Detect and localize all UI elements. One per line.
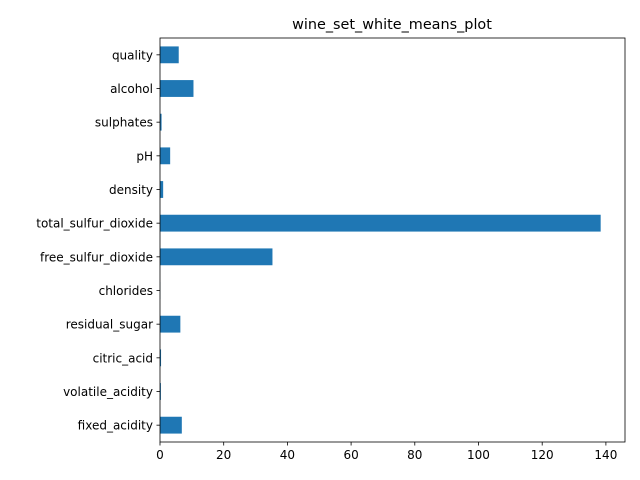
- y-axis-ticks: fixed_acidity volatile_acidity citric_acid…: [36, 48, 160, 433]
- bar-free_sulfur_dioxide: [160, 248, 273, 266]
- y-tick-label: alcohol: [110, 82, 153, 96]
- x-tick-label: 0: [156, 448, 164, 462]
- bars: [160, 46, 601, 434]
- bar-citric_acid: [160, 349, 162, 367]
- bar-fixed_acidity: [160, 416, 182, 434]
- bar-quality: [160, 46, 179, 64]
- y-tick-label: sulphates: [95, 116, 153, 130]
- x-tick-label: 140: [594, 448, 617, 462]
- x-tick-label: 120: [531, 448, 554, 462]
- x-tick-label: 40: [280, 448, 295, 462]
- y-tick-label: volatile_acidity: [63, 385, 153, 399]
- x-tick-label: 60: [343, 448, 358, 462]
- y-tick-label: citric_acid: [93, 351, 153, 365]
- bar-sulphates: [160, 113, 162, 131]
- y-tick-label: pH: [136, 149, 153, 163]
- bar-volatile_acidity: [160, 383, 161, 400]
- x-tick-label: 20: [216, 448, 231, 462]
- bar-alcohol: [160, 80, 194, 97]
- bar-density: [160, 181, 164, 198]
- bar-pH: [160, 147, 171, 165]
- plot-border: [159, 37, 626, 443]
- x-tick-label: 80: [407, 448, 422, 462]
- y-tick-label: fixed_acidity: [78, 419, 153, 433]
- y-tick-label: chlorides: [99, 284, 153, 298]
- y-tick-label: density: [109, 183, 153, 197]
- x-axis-ticks: 0 20 40 60 80 100 120 140: [156, 442, 617, 462]
- bar-residual_sugar: [160, 315, 181, 333]
- y-tick-label: total_sulfur_dioxide: [36, 217, 153, 231]
- x-tick-label: 100: [467, 448, 490, 462]
- bar-total_sulfur_dioxide: [160, 214, 601, 232]
- chart-title: wine_set_white_means_plot: [292, 17, 492, 33]
- y-tick-label: free_sulfur_dioxide: [40, 250, 153, 264]
- y-tick-label: quality: [112, 48, 153, 62]
- y-tick-label: residual_sugar: [66, 318, 153, 332]
- axes-frame: [159, 37, 626, 443]
